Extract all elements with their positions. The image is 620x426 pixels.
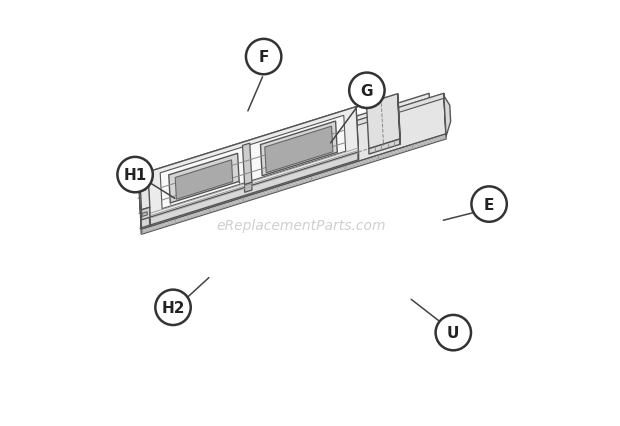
Polygon shape <box>356 107 358 161</box>
Polygon shape <box>139 181 150 228</box>
Polygon shape <box>265 127 333 173</box>
Polygon shape <box>142 212 148 217</box>
Polygon shape <box>148 107 358 218</box>
Text: U: U <box>447 325 459 340</box>
Polygon shape <box>140 94 446 230</box>
Polygon shape <box>141 208 150 220</box>
Polygon shape <box>260 122 337 176</box>
Text: G: G <box>361 83 373 98</box>
Polygon shape <box>148 173 150 226</box>
Polygon shape <box>148 107 356 181</box>
Polygon shape <box>369 140 400 155</box>
Polygon shape <box>160 116 346 209</box>
Polygon shape <box>140 94 444 194</box>
Text: E: E <box>484 197 494 212</box>
Polygon shape <box>139 94 432 231</box>
Circle shape <box>471 187 507 222</box>
Polygon shape <box>150 153 358 226</box>
Polygon shape <box>140 189 141 235</box>
Text: F: F <box>259 50 269 65</box>
Polygon shape <box>141 187 146 192</box>
Polygon shape <box>444 94 446 139</box>
Polygon shape <box>175 161 232 200</box>
Polygon shape <box>366 95 400 150</box>
Text: eReplacementParts.com: eReplacementParts.com <box>217 219 386 233</box>
Polygon shape <box>169 154 239 204</box>
Polygon shape <box>141 135 446 235</box>
Text: H2: H2 <box>161 300 185 315</box>
Circle shape <box>156 290 191 325</box>
Polygon shape <box>139 163 148 183</box>
Polygon shape <box>139 163 150 210</box>
Polygon shape <box>242 144 252 185</box>
Polygon shape <box>139 165 141 228</box>
Circle shape <box>117 158 153 193</box>
Circle shape <box>349 73 384 109</box>
Polygon shape <box>444 97 451 137</box>
Circle shape <box>246 40 281 75</box>
Polygon shape <box>245 183 252 193</box>
Circle shape <box>436 315 471 351</box>
Text: H1: H1 <box>123 168 147 183</box>
Polygon shape <box>398 95 400 145</box>
